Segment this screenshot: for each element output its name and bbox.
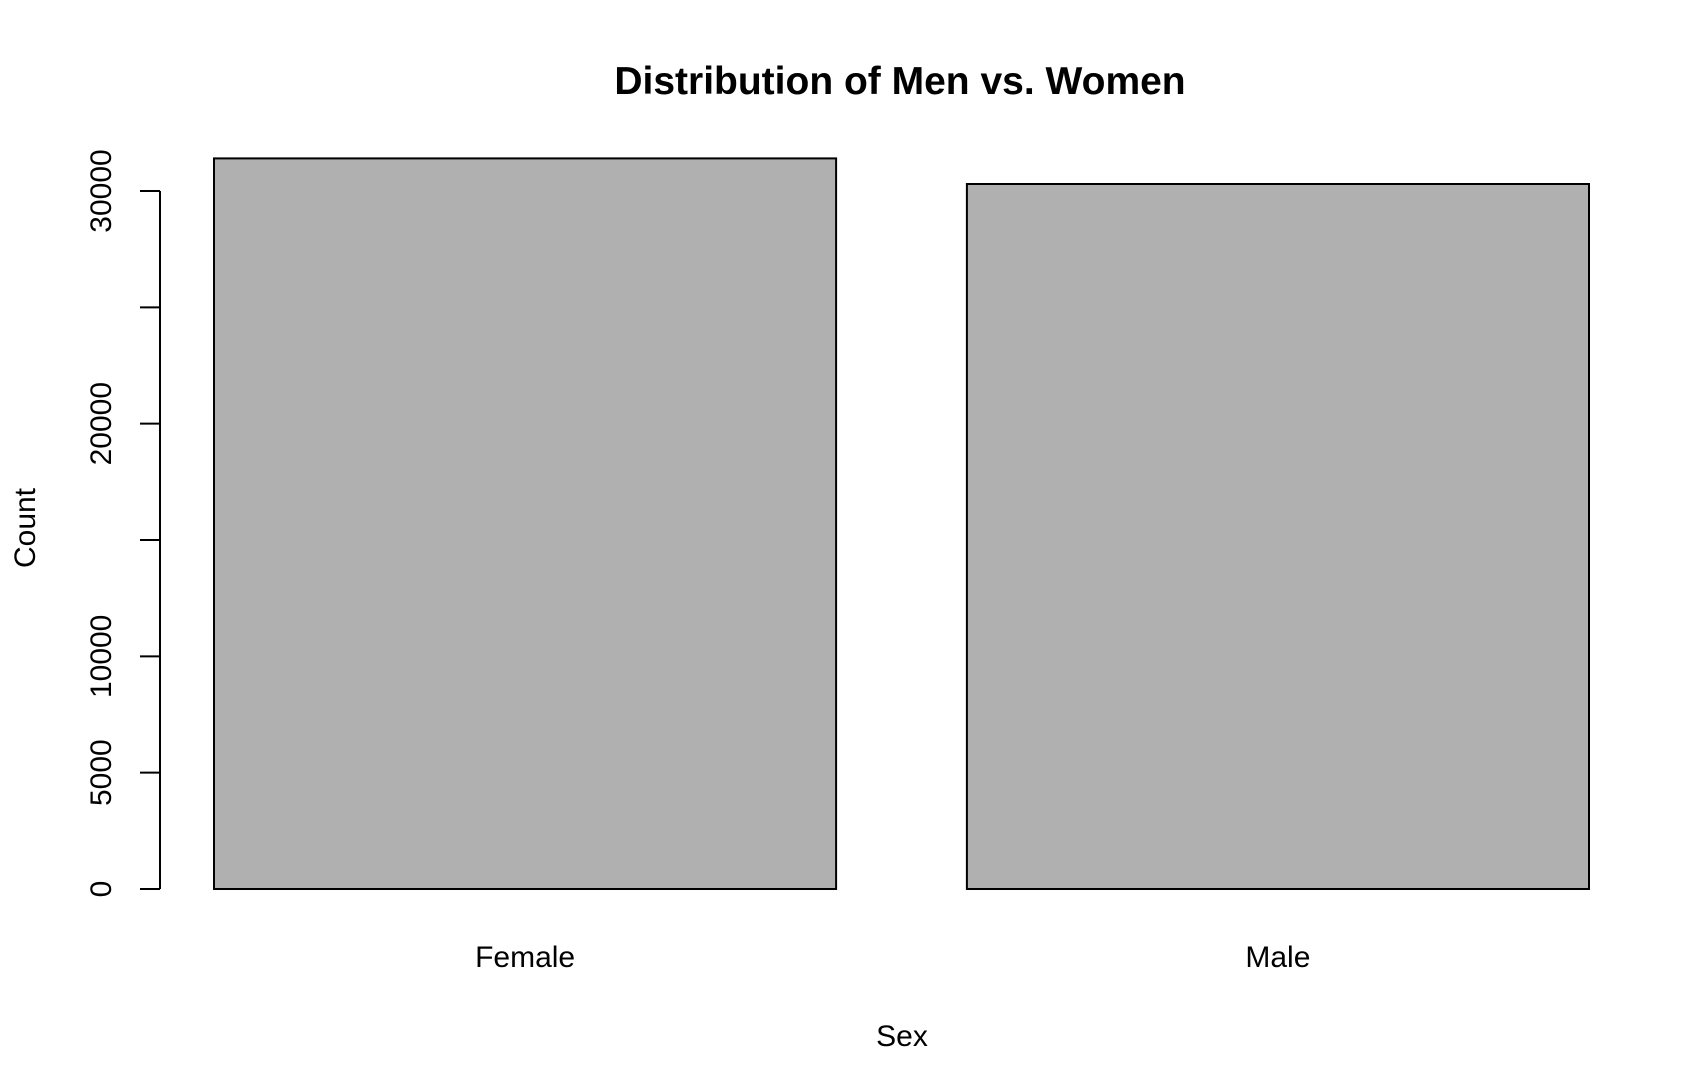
y-tick-label-20000: 20000 [85,382,118,465]
y-axis: 0 5000 10000 20000 30000 [85,149,161,898]
x-tick-label-male: Male [1245,941,1310,974]
y-tick-label-5000: 5000 [85,739,118,806]
y-axis-label: Count [9,487,42,568]
x-tick-label-female: Female [475,941,575,974]
x-axis-label: Sex [876,1020,928,1053]
y-tick-label-10000: 10000 [85,615,118,698]
bars-group [213,157,1590,890]
bar-male [965,183,1590,890]
chart-title: Distribution of Men vs. Women [614,60,1185,103]
x-axis-categories: Female Male [475,941,1310,974]
y-tick-label-30000: 30000 [85,149,118,232]
y-tick-label-0: 0 [85,881,118,898]
bar-female [213,157,838,890]
